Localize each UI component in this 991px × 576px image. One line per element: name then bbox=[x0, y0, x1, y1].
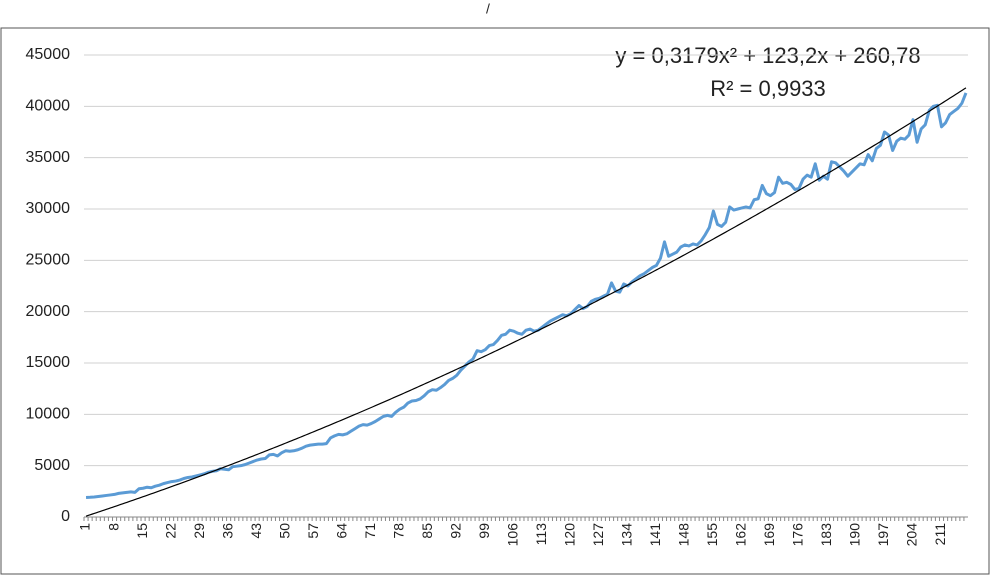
x-tick-label: 22 bbox=[162, 523, 178, 539]
x-tick-label: 197 bbox=[875, 523, 891, 547]
y-tick-label: 40000 bbox=[26, 98, 71, 115]
x-tick-label: 176 bbox=[790, 523, 806, 547]
y-tick-label: 5000 bbox=[34, 457, 70, 474]
x-tick-label: 36 bbox=[219, 523, 235, 539]
chart-title: / bbox=[486, 1, 490, 17]
x-tick-label: 169 bbox=[761, 523, 777, 547]
x-tick-label: 15 bbox=[134, 523, 150, 539]
x-tick-label: 8 bbox=[105, 523, 121, 531]
x-tick-label: 204 bbox=[904, 523, 920, 547]
x-tick-label: 148 bbox=[676, 523, 692, 547]
x-tick-label: 57 bbox=[305, 523, 321, 539]
x-tick-label: 92 bbox=[447, 523, 463, 539]
y-tick-label: 0 bbox=[61, 508, 70, 525]
x-tick-label: 120 bbox=[562, 523, 578, 547]
x-tick-label: 64 bbox=[333, 523, 349, 539]
x-tick-label: 50 bbox=[276, 523, 292, 539]
trend-r-squared: R² = 0,9933 bbox=[710, 76, 826, 101]
x-tick-label: 113 bbox=[533, 523, 549, 546]
x-tick-label: 43 bbox=[248, 523, 264, 539]
x-tick-label: 155 bbox=[704, 523, 720, 547]
y-tick-label: 15000 bbox=[26, 354, 71, 371]
x-tick-label: 162 bbox=[733, 523, 749, 547]
x-tick-label: 127 bbox=[590, 523, 606, 547]
x-tick-label: 29 bbox=[191, 523, 207, 539]
y-tick-label: 25000 bbox=[26, 252, 71, 269]
chart-frame bbox=[0, 27, 990, 575]
data-line bbox=[85, 92, 968, 499]
x-tick-label: 211 bbox=[932, 523, 948, 546]
x-tick-label: 106 bbox=[504, 523, 520, 547]
x-tick-label: 99 bbox=[476, 523, 492, 539]
y-tick-label: 20000 bbox=[26, 303, 71, 320]
y-tick-label: 35000 bbox=[26, 149, 71, 166]
x-tick-label: 71 bbox=[362, 523, 378, 539]
x-tick-label: 183 bbox=[818, 523, 834, 547]
x-tick-label: 78 bbox=[390, 523, 406, 539]
x-tick-label: 85 bbox=[419, 523, 435, 539]
x-tick-label: 141 bbox=[647, 523, 663, 547]
x-tick-label: 190 bbox=[847, 523, 863, 547]
x-tick-label: 134 bbox=[619, 523, 635, 547]
y-tick-label: 30000 bbox=[26, 200, 71, 217]
y-tick-label: 10000 bbox=[26, 406, 71, 423]
trendline bbox=[85, 87, 967, 517]
y-tick-label: 45000 bbox=[26, 46, 71, 63]
x-tick-label: 1 bbox=[77, 523, 93, 531]
